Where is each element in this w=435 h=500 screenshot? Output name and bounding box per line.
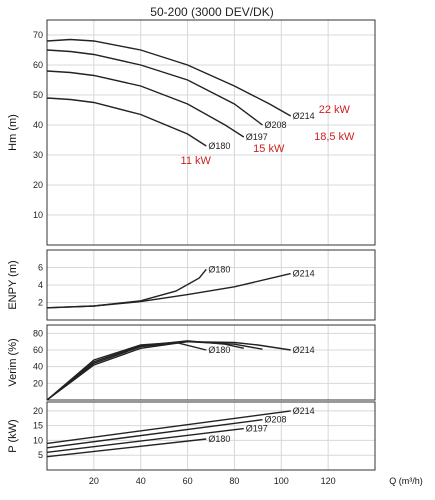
panel-efficiency-curve-label-180: Ø180: [208, 345, 230, 355]
panel-power-y-tick-label: 20: [33, 406, 43, 416]
panel-power-series-208: [46, 419, 263, 449]
panel-power-curve-label-214: Ø214: [293, 406, 315, 416]
panel-efficiency-y-tick-label: 60: [33, 345, 43, 355]
panel-npsh-frame: [46, 249, 376, 321]
panel-head-curve-label-197: Ø197: [246, 132, 268, 142]
panel-power-y-tick-label: 5: [38, 450, 43, 460]
chart-title: 50-200 (3000 DEV/DK): [150, 5, 273, 19]
x-tick-label: 40: [136, 476, 146, 486]
x-tick-label: 20: [89, 476, 99, 486]
panel-power-series-214: [46, 410, 291, 445]
panel-efficiency-y-tick-label: 20: [33, 378, 43, 388]
panel-head-y-tick-label: 20: [33, 180, 43, 190]
panel-head-series-197: [46, 70, 245, 138]
panel-head-curve-label-180: Ø180: [208, 141, 230, 151]
panel-head-y-tick-label: 10: [33, 210, 43, 220]
panel-power-curve-label-197: Ø197: [246, 424, 268, 434]
panel-head-curve-label-214: Ø214: [293, 111, 315, 121]
panel-npsh-curve-label-180: Ø180: [208, 264, 230, 274]
panel-npsh-y-axis-label: ENPY (m): [7, 260, 19, 309]
panel-power-y-tick-label: 15: [33, 421, 43, 431]
panel-head-y-tick-label: 60: [33, 60, 43, 70]
panel-head-curve-label-208: Ø208: [265, 120, 287, 130]
panel-head-y-axis-label: Hm (m): [7, 114, 19, 151]
panel-power-series-180: [46, 438, 207, 458]
x-tick-label: 120: [321, 476, 336, 486]
panel-head-y-tick-label: 70: [33, 30, 43, 40]
panel-npsh-y-tick-label: 6: [38, 263, 43, 273]
panel-power-curve-label-208: Ø208: [265, 415, 287, 425]
panel-efficiency-frame: [46, 324, 376, 401]
panel-efficiency-y-tick-label: 40: [33, 362, 43, 372]
panel-efficiency-y-axis-label: Verim (%): [7, 338, 19, 386]
panel-efficiency-series-208: [46, 340, 263, 401]
panel-power-curve-label-180: Ø180: [208, 434, 230, 444]
panel-head-y-tick-label: 40: [33, 120, 43, 130]
panel-power-frame: [46, 401, 376, 471]
panel-head-y-tick-label: 50: [33, 90, 43, 100]
panel-npsh-y-tick-label: 4: [38, 280, 43, 290]
x-tick-label: 100: [274, 476, 289, 486]
panel-head-series-180: [46, 97, 207, 147]
x-tick-label: 60: [183, 476, 193, 486]
panel-npsh-series-214: [46, 272, 291, 309]
panel-efficiency-y-tick-label: 80: [33, 328, 43, 338]
panel-efficiency-curve-label-214: Ø214: [293, 345, 315, 355]
x-axis-label: Q (m³/h): [389, 476, 423, 486]
panel-npsh-curve-label-214: Ø214: [293, 269, 315, 279]
panel-power-y-axis-label: P (kW): [7, 419, 19, 452]
panel-head-series-214: [46, 38, 292, 117]
panel-head-y-tick-label: 30: [33, 150, 43, 160]
panel-head-power-annotation-15-kw: 15 kW: [253, 143, 285, 155]
panel-power-y-tick-label: 10: [33, 435, 43, 445]
x-tick-label: 80: [229, 476, 239, 486]
panel-head-frame: [46, 19, 376, 246]
panel-head-power-annotation-11-kw: 11 kW: [181, 155, 212, 167]
panel-power-series-197: [46, 427, 244, 453]
panel-head-power-annotation-22-kw: 22 kW: [319, 104, 351, 116]
panel-head-power-annotation-18-5-kw: 18,5 kW: [314, 131, 355, 143]
panel-npsh-y-tick-label: 2: [38, 298, 43, 308]
panel-efficiency-series-180: [46, 341, 207, 401]
panel-head-series-208: [46, 49, 263, 126]
